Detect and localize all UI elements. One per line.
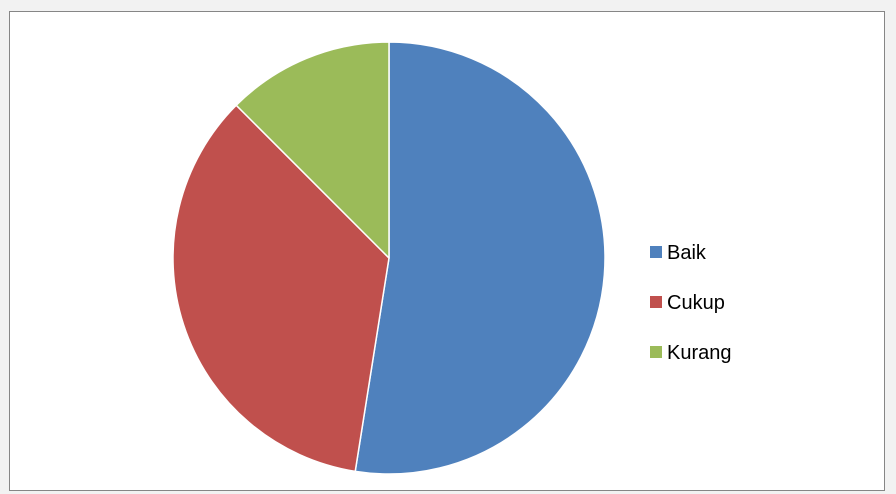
legend-swatch-baik [650,246,662,258]
pie-slice-cukup [172,104,390,473]
legend-item-cukup: Cukup [650,292,725,314]
legend-label-cukup: Cukup [667,292,725,314]
legend: Baik Cukup Kurang [650,242,732,364]
legend-item-baik: Baik [650,242,707,264]
legend-item-kurang: Kurang [650,342,732,364]
pie-slice-baik [354,41,606,475]
legend-swatch-kurang [650,346,662,358]
legend-swatch-cukup [650,296,662,308]
pie-slices [172,41,606,475]
pie-slice-kurang [235,41,390,259]
legend-label-baik: Baik [667,242,707,264]
legend-label-kurang: Kurang [667,342,732,364]
